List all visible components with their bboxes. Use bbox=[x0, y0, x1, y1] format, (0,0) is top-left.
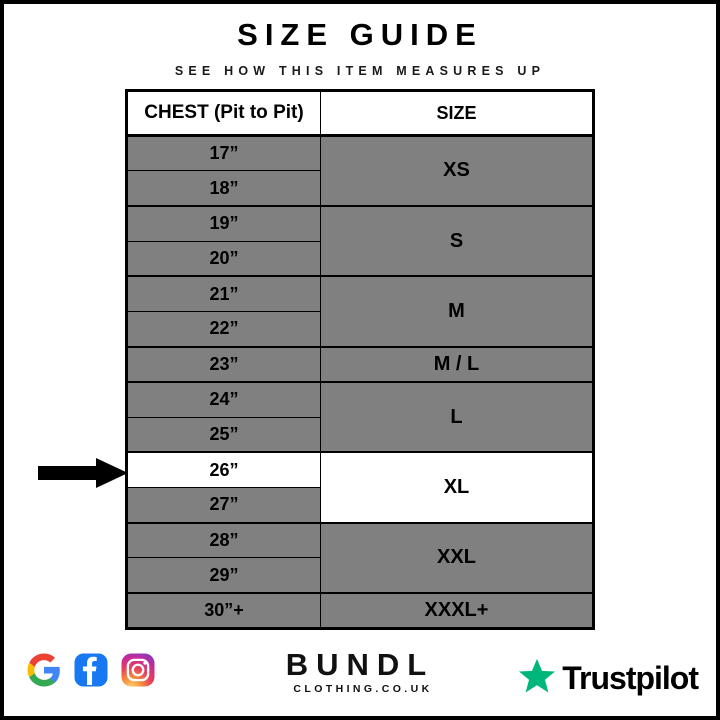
table-row[interactable]: 24” L bbox=[126, 380, 594, 453]
chest-cell[interactable]: 25” bbox=[126, 416, 321, 453]
social-icons-group bbox=[26, 652, 156, 688]
chest-cell[interactable]: 17” bbox=[126, 134, 321, 172]
selected-size-arrow-icon bbox=[38, 458, 128, 488]
brand-name: BUNDL bbox=[285, 647, 435, 682]
table-row[interactable]: 20” bbox=[126, 240, 594, 277]
table-row[interactable]: 18” bbox=[126, 170, 594, 207]
size-cell[interactable]: XS bbox=[320, 134, 594, 207]
size-cell[interactable]: XXXL+ bbox=[320, 591, 594, 629]
instagram-icon[interactable] bbox=[120, 652, 156, 688]
size-table: CHEST (Pit to Pit) SIZE 17” XS 18” 19” S bbox=[125, 89, 595, 630]
header: SIZE GUIDE SEE HOW THIS ITEM MEASURES UP bbox=[4, 4, 716, 78]
chest-cell[interactable]: 24” bbox=[126, 380, 321, 418]
brand-domain: CLOTHING.CO.UK bbox=[293, 682, 433, 695]
table-body: 17” XS 18” 19” S 20” 21” M bbox=[126, 134, 594, 629]
table-row[interactable]: 30”+ XXXL+ bbox=[126, 591, 594, 629]
footer: BUNDL CLOTHING.CO.UK Trustpilot bbox=[4, 644, 716, 716]
chest-cell[interactable]: 27” bbox=[126, 486, 321, 524]
chest-cell-selected[interactable]: 26” bbox=[126, 451, 321, 488]
table-row[interactable]: 27” bbox=[126, 486, 594, 524]
trustpilot-label: Trustpilot bbox=[562, 660, 699, 696]
table-row[interactable]: 21” M bbox=[126, 275, 594, 348]
column-header-chest: CHEST (Pit to Pit) bbox=[126, 90, 321, 137]
size-cell[interactable]: S bbox=[320, 204, 594, 277]
size-cell-selected[interactable]: XL bbox=[320, 451, 594, 524]
chest-cell[interactable]: 19” bbox=[126, 204, 321, 242]
page-subtitle: SEE HOW THIS ITEM MEASURES UP bbox=[174, 63, 546, 78]
table-row[interactable]: 19” S bbox=[126, 204, 594, 277]
column-header-size: SIZE bbox=[320, 90, 594, 137]
size-cell[interactable]: M bbox=[320, 275, 594, 348]
size-cell[interactable]: L bbox=[320, 380, 594, 453]
brand-logo: BUNDL CLOTHING.CO.UK bbox=[4, 649, 716, 695]
chest-cell[interactable]: 29” bbox=[126, 557, 321, 594]
table-row[interactable]: 29” bbox=[126, 557, 594, 594]
size-cell[interactable]: M / L bbox=[320, 345, 594, 383]
chest-cell[interactable]: 30”+ bbox=[126, 591, 321, 629]
chest-cell[interactable]: 28” bbox=[126, 521, 321, 559]
table-row[interactable]: 17” XS bbox=[126, 134, 594, 207]
chest-cell[interactable]: 21” bbox=[126, 275, 321, 312]
chest-cell[interactable]: 20” bbox=[126, 240, 321, 277]
size-table-container: CHEST (Pit to Pit) SIZE 17” XS 18” 19” S bbox=[125, 89, 600, 635]
table-row[interactable]: 23” M / L bbox=[126, 345, 594, 383]
page-title: SIZE GUIDE bbox=[237, 17, 483, 52]
table-header-row: CHEST (Pit to Pit) SIZE bbox=[126, 90, 594, 137]
table-row[interactable]: 28” XXL bbox=[126, 521, 594, 594]
facebook-icon[interactable] bbox=[73, 652, 109, 688]
size-cell[interactable]: XXL bbox=[320, 521, 594, 594]
chest-cell[interactable]: 18” bbox=[126, 170, 321, 207]
trustpilot-logo[interactable]: Trustpilot bbox=[518, 657, 699, 700]
table-row[interactable]: 25” bbox=[126, 416, 594, 453]
google-icon[interactable] bbox=[26, 652, 62, 688]
table-row-selected[interactable]: 26” XL bbox=[126, 451, 594, 524]
chest-cell[interactable]: 22” bbox=[126, 310, 321, 348]
chest-cell[interactable]: 23” bbox=[126, 345, 321, 383]
trustpilot-star-icon bbox=[518, 657, 556, 700]
